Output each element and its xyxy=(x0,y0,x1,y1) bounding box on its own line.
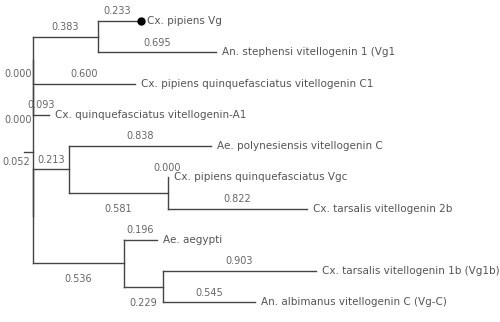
Text: 0.196: 0.196 xyxy=(126,225,154,235)
Text: 0.545: 0.545 xyxy=(195,288,222,298)
Text: Cx. tarsalis vitellogenin 1b (Vg1b): Cx. tarsalis vitellogenin 1b (Vg1b) xyxy=(322,266,500,276)
Text: Cx. pipiens Vg: Cx. pipiens Vg xyxy=(148,16,222,26)
Text: Cx. tarsalis vitellogenin 2b: Cx. tarsalis vitellogenin 2b xyxy=(314,204,453,213)
Text: 0.536: 0.536 xyxy=(64,274,92,284)
Text: 0.000: 0.000 xyxy=(4,69,32,79)
Text: Cx. pipiens quinquefasciatus vitellogenin C1: Cx. pipiens quinquefasciatus vitellogeni… xyxy=(141,79,374,89)
Text: Ae. aegypti: Ae. aegypti xyxy=(164,235,222,245)
Text: An. albimanus vitellogenin C (Vg-C): An. albimanus vitellogenin C (Vg-C) xyxy=(262,297,448,307)
Text: 0.581: 0.581 xyxy=(104,204,132,214)
Text: Ae. polynesiensis vitellogenin C: Ae. polynesiensis vitellogenin C xyxy=(218,141,383,151)
Text: 0.000: 0.000 xyxy=(4,115,32,125)
Text: 0.213: 0.213 xyxy=(37,155,64,165)
Text: 0.903: 0.903 xyxy=(226,256,253,266)
Text: 0.822: 0.822 xyxy=(224,194,251,204)
Text: 0.695: 0.695 xyxy=(143,38,171,48)
Text: 0.052: 0.052 xyxy=(2,156,30,166)
Text: 0.093: 0.093 xyxy=(27,100,54,110)
Text: 0.229: 0.229 xyxy=(130,298,157,308)
Text: 0.600: 0.600 xyxy=(70,69,98,79)
Text: An. stephensi vitellogenin 1 (Vg1: An. stephensi vitellogenin 1 (Vg1 xyxy=(222,47,395,57)
Text: 0.838: 0.838 xyxy=(126,131,154,141)
Text: 0.000: 0.000 xyxy=(154,163,182,173)
Text: Cx. pipiens quinquefasciatus Vgc: Cx. pipiens quinquefasciatus Vgc xyxy=(174,172,347,182)
Text: Cx. quinquefasciatus vitellogenin-A1: Cx. quinquefasciatus vitellogenin-A1 xyxy=(55,110,246,120)
Text: 0.383: 0.383 xyxy=(52,22,79,32)
Text: 0.233: 0.233 xyxy=(104,6,132,16)
